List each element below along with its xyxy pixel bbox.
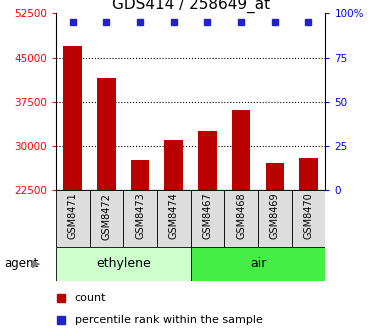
Bar bbox=[89, 190, 123, 247]
Text: percentile rank within the sample: percentile rank within the sample bbox=[75, 315, 263, 325]
Bar bbox=[266, 163, 284, 190]
Bar bbox=[131, 161, 149, 190]
Text: count: count bbox=[75, 293, 106, 303]
Text: GSM8468: GSM8468 bbox=[236, 193, 246, 239]
Text: GSM8472: GSM8472 bbox=[101, 193, 111, 240]
Text: GSM8470: GSM8470 bbox=[303, 193, 313, 240]
Bar bbox=[56, 190, 89, 247]
Bar bbox=[191, 247, 325, 281]
Bar bbox=[191, 190, 224, 247]
Bar bbox=[292, 190, 325, 247]
Bar bbox=[299, 158, 318, 190]
Text: ethylene: ethylene bbox=[96, 257, 151, 270]
Bar bbox=[232, 111, 250, 190]
Text: ▶: ▶ bbox=[32, 259, 41, 269]
Bar bbox=[56, 247, 191, 281]
Text: GSM8471: GSM8471 bbox=[68, 193, 78, 240]
Text: GSM8474: GSM8474 bbox=[169, 193, 179, 240]
Text: GSM8469: GSM8469 bbox=[270, 193, 280, 239]
Text: agent: agent bbox=[4, 257, 38, 270]
Bar bbox=[224, 190, 258, 247]
Bar bbox=[164, 140, 183, 190]
Text: GSM8467: GSM8467 bbox=[203, 193, 213, 240]
Text: GSM8473: GSM8473 bbox=[135, 193, 145, 240]
Bar bbox=[97, 78, 115, 190]
Bar bbox=[198, 131, 217, 190]
Bar bbox=[258, 190, 292, 247]
Bar bbox=[123, 190, 157, 247]
Text: air: air bbox=[250, 257, 266, 270]
Bar bbox=[64, 46, 82, 190]
Bar bbox=[157, 190, 191, 247]
Title: GDS414 / 258649_at: GDS414 / 258649_at bbox=[112, 0, 270, 13]
